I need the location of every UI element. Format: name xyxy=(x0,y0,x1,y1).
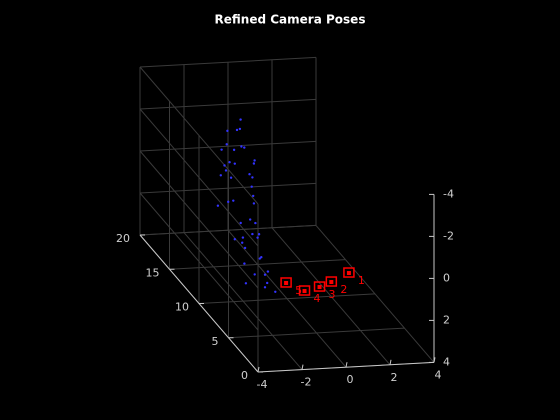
point xyxy=(226,129,229,133)
point xyxy=(241,241,244,244)
camera xyxy=(280,277,292,288)
grid-line xyxy=(139,182,317,194)
point xyxy=(233,162,236,165)
point xyxy=(254,221,257,225)
point xyxy=(252,202,256,205)
point xyxy=(248,173,251,176)
point xyxy=(243,262,246,265)
camera-label: 5 xyxy=(295,284,302,297)
point xyxy=(239,118,242,121)
point xyxy=(224,169,228,172)
camera xyxy=(343,267,355,278)
camera-lens xyxy=(346,271,351,276)
tick-mark xyxy=(301,364,304,370)
grid-line xyxy=(139,66,259,205)
point xyxy=(225,143,228,146)
point xyxy=(251,232,254,236)
z-tick-label: 0 xyxy=(443,271,450,284)
point xyxy=(228,161,231,164)
point xyxy=(219,174,222,177)
point xyxy=(266,270,270,273)
point xyxy=(251,176,254,179)
x-tick-label: -2 xyxy=(301,376,312,389)
camera xyxy=(298,285,311,296)
z-tick-label: 2 xyxy=(443,313,450,326)
grid-line xyxy=(139,98,317,110)
point xyxy=(266,281,269,285)
point xyxy=(243,146,246,149)
grid-line xyxy=(139,192,259,331)
point xyxy=(220,148,223,151)
grid-line xyxy=(139,150,259,289)
tick-mark xyxy=(345,362,348,368)
point xyxy=(229,176,233,179)
point xyxy=(250,185,253,188)
point xyxy=(256,236,259,239)
grid-line xyxy=(139,140,317,152)
point xyxy=(263,286,267,289)
grid-line xyxy=(139,224,317,236)
camera-lens xyxy=(284,280,289,285)
point xyxy=(232,148,236,152)
z-tick-label: -2 xyxy=(443,229,454,242)
grid-line xyxy=(139,56,317,68)
grid-line xyxy=(228,327,405,339)
grid-line xyxy=(169,259,346,270)
point xyxy=(244,282,248,285)
point xyxy=(257,233,261,236)
chart-title: Refined Camera Poses xyxy=(215,13,366,27)
z-tick-label: -4 xyxy=(443,187,454,200)
point xyxy=(253,273,256,276)
camera-label: 3 xyxy=(329,288,336,301)
camera-label: 2 xyxy=(340,283,347,296)
point xyxy=(252,162,256,165)
point xyxy=(249,218,252,221)
point xyxy=(252,194,255,198)
point xyxy=(239,221,242,225)
y-tick-label: 20 xyxy=(116,232,130,245)
y-tick-label: 5 xyxy=(212,335,219,348)
camera xyxy=(325,276,338,287)
x-tick-label: 2 xyxy=(391,371,398,384)
y-tick-label: 10 xyxy=(175,301,189,314)
point xyxy=(235,128,239,132)
tick-mark xyxy=(257,366,260,373)
camera-label: 1 xyxy=(358,274,365,287)
point xyxy=(243,246,247,250)
z-tick-label: 4 xyxy=(443,355,450,368)
grid-line xyxy=(139,108,259,247)
point xyxy=(258,257,261,260)
point xyxy=(253,159,256,162)
camera-lens xyxy=(317,285,322,290)
point xyxy=(233,238,236,241)
point xyxy=(238,127,242,131)
point xyxy=(223,164,226,167)
point xyxy=(274,290,277,294)
y-tick-label: 0 xyxy=(241,369,248,382)
camera-label: 4 xyxy=(314,292,321,305)
camera-lens xyxy=(329,280,334,285)
tick-mark xyxy=(433,357,436,363)
point xyxy=(241,236,245,239)
y-tick-label: 15 xyxy=(146,266,160,279)
x-tick-label: -4 xyxy=(257,378,268,391)
x-tick-label: 4 xyxy=(435,368,442,381)
point xyxy=(216,204,220,207)
point xyxy=(240,145,243,148)
tick-mark xyxy=(389,359,392,365)
grid-line xyxy=(198,293,376,304)
camera xyxy=(313,281,326,292)
point xyxy=(263,273,267,276)
point xyxy=(232,199,235,202)
x-tick-label: 0 xyxy=(347,373,354,386)
camera-lens xyxy=(302,289,307,294)
point xyxy=(227,200,230,204)
